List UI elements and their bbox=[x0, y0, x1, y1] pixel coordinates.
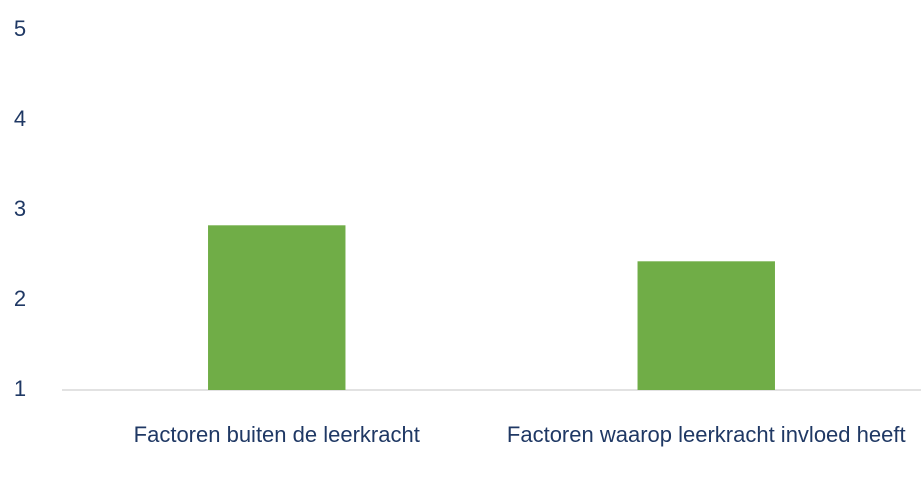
y-tick-label: 2 bbox=[14, 286, 26, 311]
bar bbox=[208, 225, 346, 390]
x-tick-label: Factoren buiten de leerkracht bbox=[133, 422, 420, 447]
bar bbox=[637, 261, 775, 390]
y-tick-label: 1 bbox=[14, 376, 26, 401]
y-tick-label: 5 bbox=[14, 16, 26, 41]
y-tick-label: 3 bbox=[14, 196, 26, 221]
y-tick-label: 4 bbox=[14, 106, 26, 131]
x-tick-label: Factoren waarop leerkracht invloed heeft bbox=[506, 422, 906, 447]
